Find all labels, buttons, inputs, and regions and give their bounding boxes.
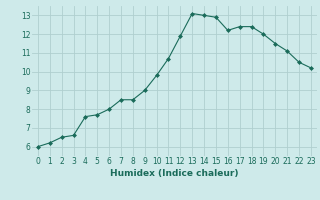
X-axis label: Humidex (Indice chaleur): Humidex (Indice chaleur) <box>110 169 239 178</box>
